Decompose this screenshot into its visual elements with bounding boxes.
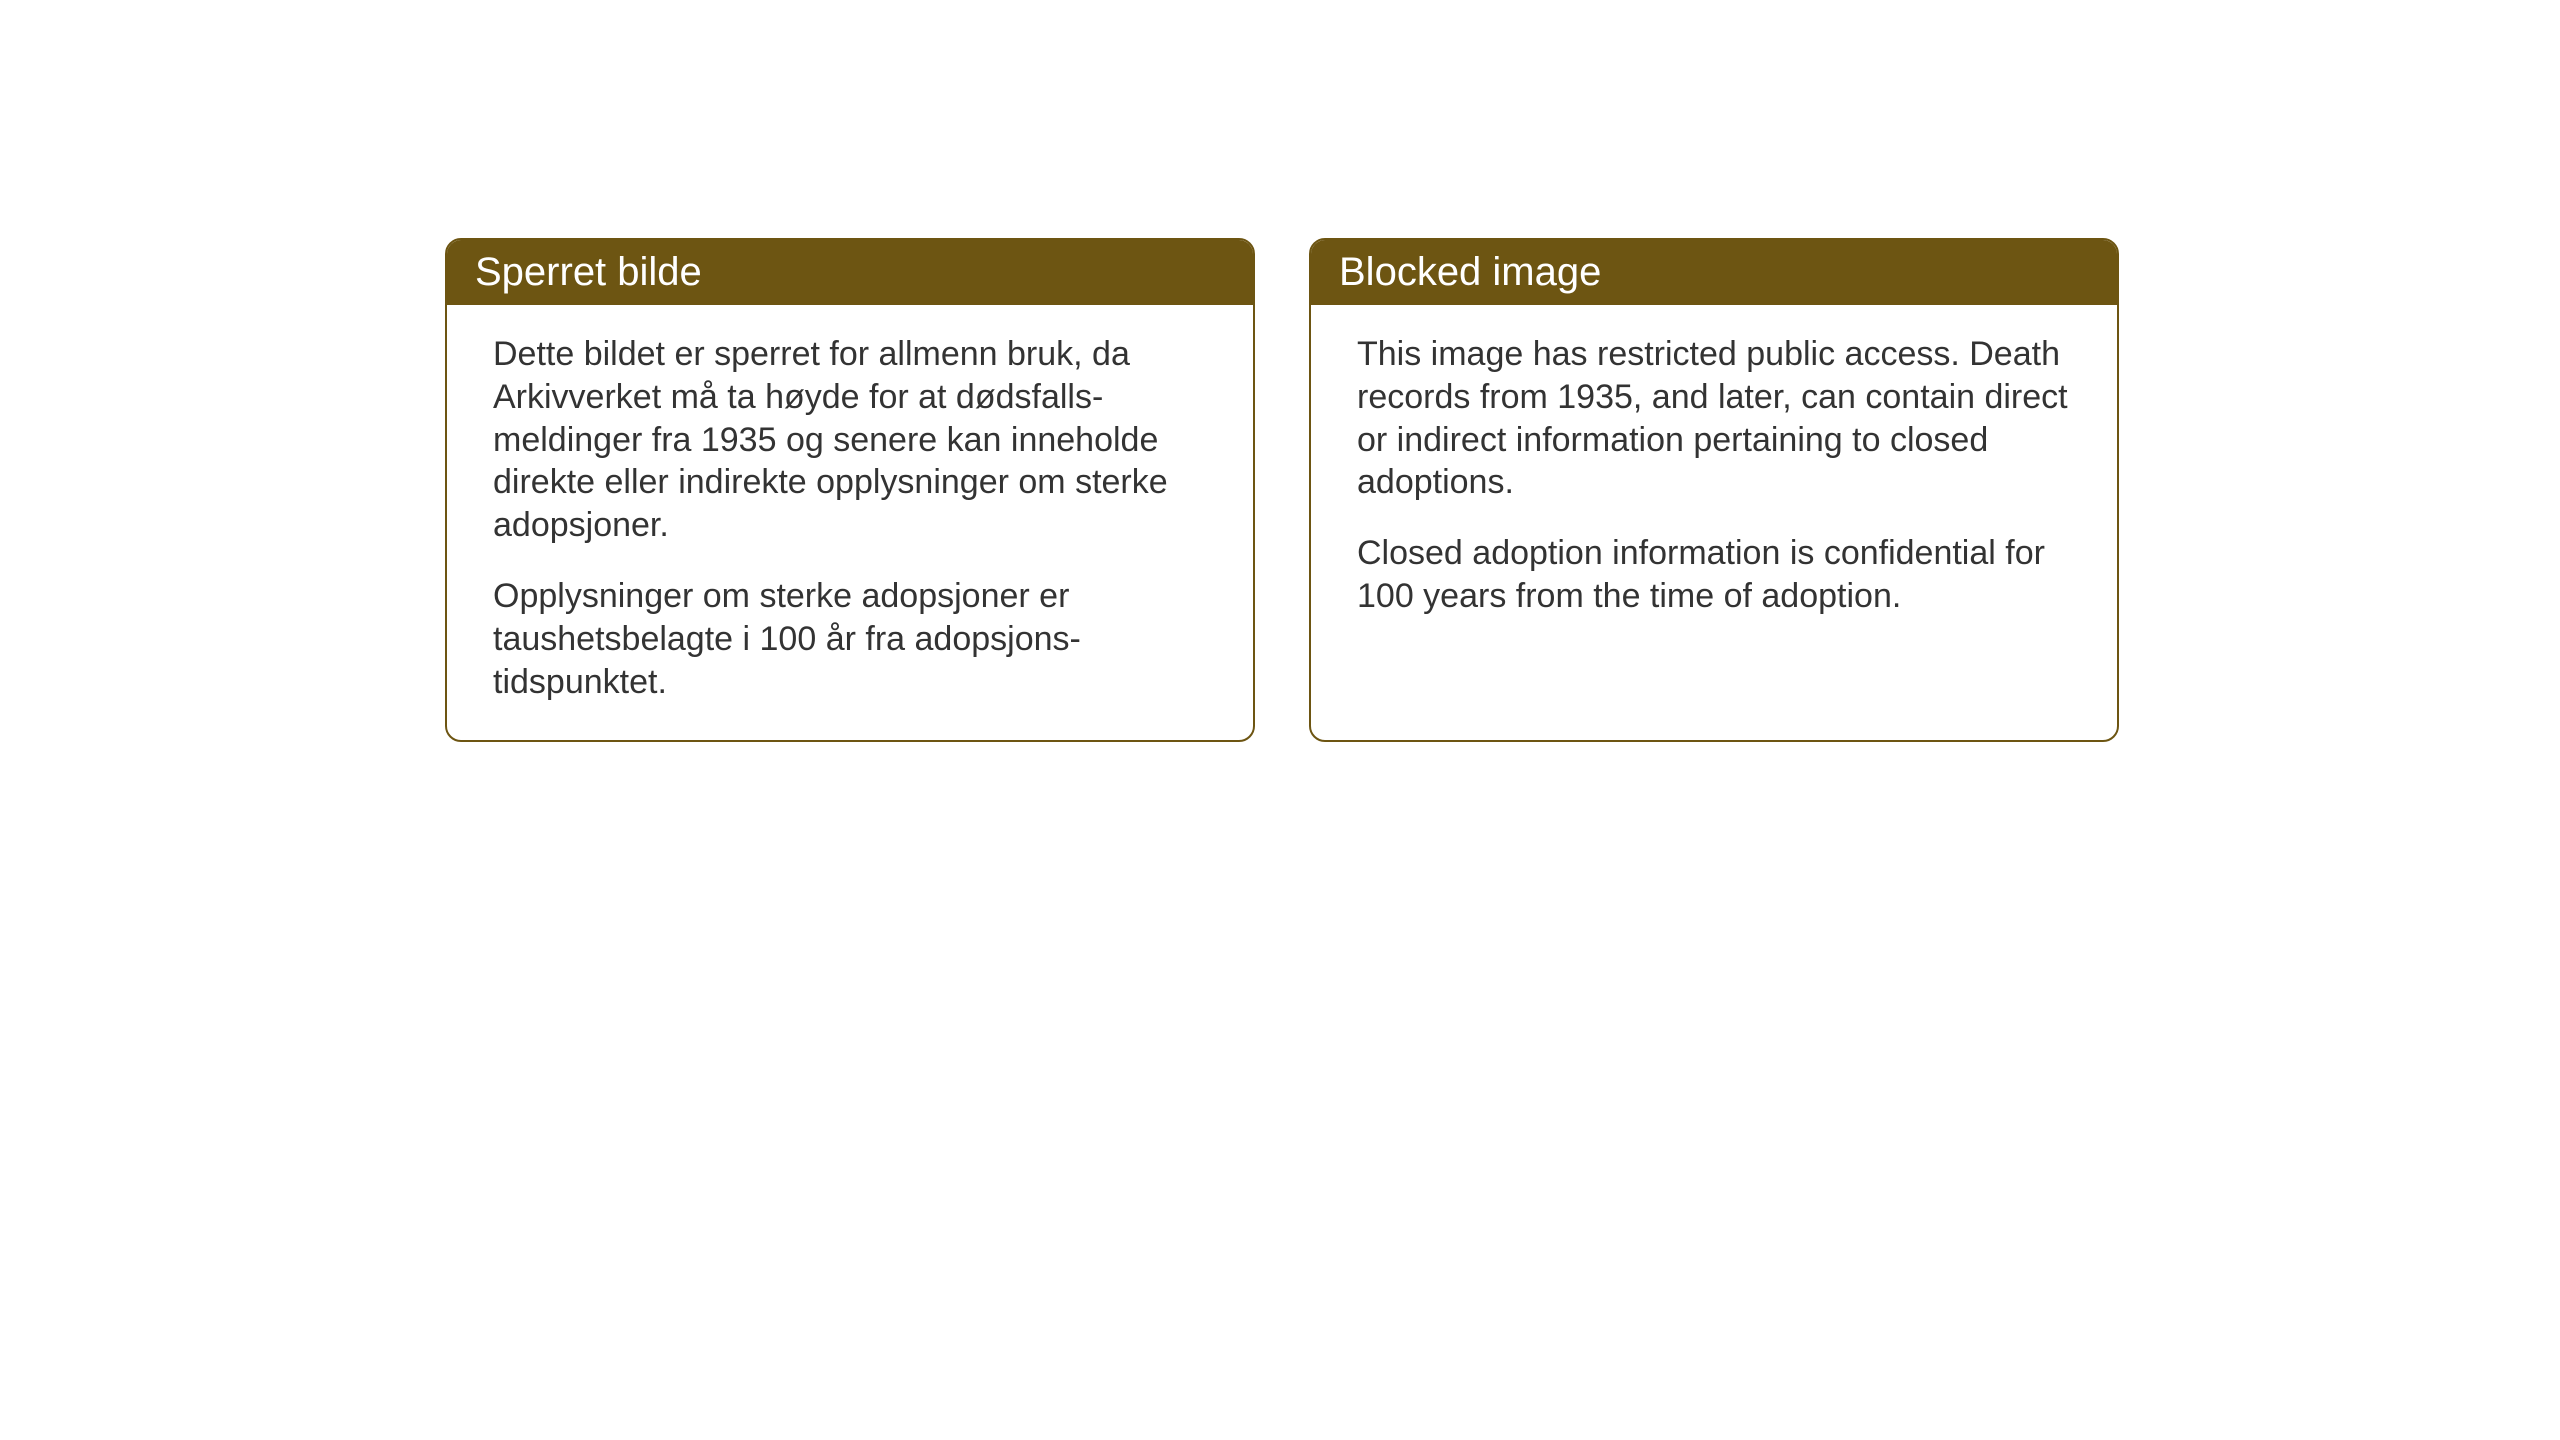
norwegian-paragraph-1: Dette bildet er sperret for allmenn bruk… (493, 333, 1207, 547)
norwegian-card-header: Sperret bilde (447, 240, 1253, 305)
english-card-body: This image has restricted public access.… (1311, 305, 2117, 654)
norwegian-card-title: Sperret bilde (475, 250, 702, 294)
english-notice-card: Blocked image This image has restricted … (1309, 238, 2119, 742)
english-paragraph-2: Closed adoption information is confident… (1357, 532, 2071, 618)
norwegian-notice-card: Sperret bilde Dette bildet er sperret fo… (445, 238, 1255, 742)
norwegian-paragraph-2: Opplysninger om sterke adopsjoner er tau… (493, 575, 1207, 703)
english-paragraph-1: This image has restricted public access.… (1357, 333, 2071, 504)
english-card-title: Blocked image (1339, 250, 1601, 294)
english-card-header: Blocked image (1311, 240, 2117, 305)
norwegian-card-body: Dette bildet er sperret for allmenn bruk… (447, 305, 1253, 740)
notice-container: Sperret bilde Dette bildet er sperret fo… (445, 238, 2119, 742)
